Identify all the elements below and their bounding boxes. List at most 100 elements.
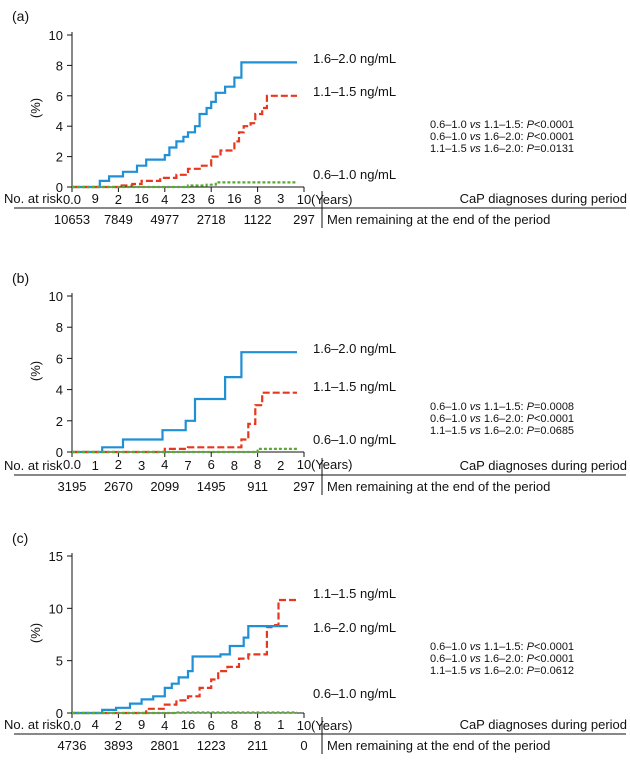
- risk-row2-value: 2670: [104, 479, 133, 494]
- p-value-text: 0.6–1.0 vs 1.1–1.5: P<0.0001: [430, 641, 574, 653]
- risk-row2-value: 3893: [104, 738, 133, 753]
- series-line-2: [72, 94, 297, 189]
- risk-row2-value: 2801: [150, 738, 179, 753]
- risk-row2-value: 10653: [54, 212, 90, 227]
- y-tick-label: 8: [56, 58, 63, 73]
- risk-row2-value: 2099: [150, 479, 179, 494]
- p-value-text: 0.6–1.0 vs 1.6–2.0: P<0.0001: [430, 653, 574, 665]
- risk-row2-value: 3195: [58, 479, 87, 494]
- risk-row1-label: CaP diagnoses during period: [460, 191, 627, 206]
- x-tick-label: 10: [297, 192, 311, 207]
- risk-row2-value: 297: [293, 479, 315, 494]
- y-tick-label: 2: [56, 414, 63, 429]
- risk-row1-value: 1: [92, 458, 99, 473]
- series-label: 1.6–2.0 ng/mL: [313, 341, 396, 356]
- series-line-3: [72, 711, 297, 715]
- p-value-text: 0.6–1.0 vs 1.6–2.0: P<0.0001: [430, 131, 574, 143]
- series-label: 1.1–1.5 ng/mL: [313, 379, 396, 394]
- p-value-text: 0.6–1.0 vs 1.6–2.0: P<0.0001: [430, 413, 574, 425]
- risk-row2-value: 911: [247, 479, 268, 494]
- risk-row1-value: 2: [277, 458, 284, 473]
- y-tick-label: 0: [56, 706, 63, 721]
- risk-row2-label: Men remaining at the end of the period: [327, 479, 550, 494]
- y-tick-label: 6: [56, 351, 63, 366]
- x-tick-label: 0.0: [63, 457, 81, 472]
- series-line-2: [72, 391, 297, 454]
- x-tick-label: 0.0: [63, 718, 81, 733]
- x-tick-label: 4: [161, 718, 168, 733]
- p-value-text: 1.1–1.5 vs 1.6–2.0: P=0.0131: [430, 143, 574, 155]
- y-tick-label: 2: [56, 150, 63, 165]
- risk-row2-value: 1223: [197, 738, 226, 753]
- risk-row1-value: 8: [231, 717, 238, 732]
- x-tick-label: 10: [297, 457, 311, 472]
- p-value-text: 0.6–1.0 vs 1.1–1.5: P<0.0001: [430, 119, 574, 131]
- series-line-3: [72, 447, 297, 454]
- y-tick-label: 8: [56, 320, 63, 335]
- risk-row1-value: 16: [227, 191, 241, 206]
- p-value-text: 0.6–1.0 vs 1.1–1.5: P=0.0008: [430, 401, 574, 413]
- risk-table-header: No. at risk: [4, 191, 63, 206]
- y-tick-label: 6: [56, 89, 63, 104]
- x-tick-label: 8: [254, 192, 261, 207]
- risk-row2-value: 1122: [244, 212, 272, 227]
- x-tick-label: 4: [161, 192, 168, 207]
- risk-row2-value: 2718: [197, 212, 226, 227]
- series-label: 0.6–1.0 ng/mL: [313, 686, 396, 701]
- p-value-text: 1.1–1.5 vs 1.6–2.0: P=0.0612: [430, 665, 574, 677]
- x-tick-label: 8: [254, 718, 261, 733]
- series-label: 1.1–1.5 ng/mL: [313, 84, 396, 99]
- risk-row2-label: Men remaining at the end of the period: [327, 212, 550, 227]
- risk-row1-value: 8: [231, 458, 238, 473]
- x-tick-label: 10: [297, 718, 311, 733]
- risk-row1-value: 23: [181, 191, 195, 206]
- risk-row2-value: 4977: [150, 212, 179, 227]
- series-label: 1.1–1.5 ng/mL: [313, 586, 396, 601]
- x-tick-label: 2: [115, 192, 122, 207]
- series-label: 1.6–2.0 ng/mL: [313, 620, 396, 635]
- x-tick-label: 6: [208, 192, 215, 207]
- risk-row1-value: 3: [277, 191, 284, 206]
- risk-table-header: No. at risk: [4, 458, 63, 473]
- risk-row1-value: 16: [181, 717, 195, 732]
- y-axis-label: (%): [28, 623, 43, 643]
- x-tick-label: 2: [115, 718, 122, 733]
- risk-row1-value: 4: [92, 717, 99, 732]
- y-tick-label: 4: [56, 119, 63, 134]
- x-tick-label: 0.0: [63, 192, 81, 207]
- risk-row1-label: CaP diagnoses during period: [460, 717, 627, 732]
- x-tick-label: 6: [208, 457, 215, 472]
- series-line-3: [72, 181, 297, 189]
- risk-row2-value: 0: [300, 738, 307, 753]
- y-tick-label: 0: [56, 445, 63, 460]
- risk-row1-value: 9: [138, 717, 145, 732]
- risk-row1-value: 9: [92, 191, 99, 206]
- x-tick-label: 6: [208, 718, 215, 733]
- risk-row2-value: 4736: [58, 738, 87, 753]
- y-tick-label: 10: [49, 289, 63, 304]
- panel-label: (a): [12, 8, 29, 24]
- series-line-1: [72, 598, 297, 715]
- risk-row2-label: Men remaining at the end of the period: [327, 738, 550, 753]
- risk-row2-value: 1495: [197, 479, 226, 494]
- series-line-2: [72, 625, 288, 715]
- risk-row2-value: 211: [247, 738, 268, 753]
- risk-row2-value: 297: [293, 212, 315, 227]
- x-axis-label: (Years): [311, 457, 352, 472]
- risk-row1-label: CaP diagnoses during period: [460, 458, 627, 473]
- y-tick-label: 4: [56, 383, 63, 398]
- y-tick-label: 0: [56, 180, 63, 195]
- y-tick-label: 10: [49, 601, 63, 616]
- risk-row1-value: 1: [277, 717, 284, 732]
- risk-table-header: No. at risk: [4, 717, 63, 732]
- x-axis-label: (Years): [311, 718, 352, 733]
- series-label: 1.6–2.0 ng/mL: [313, 51, 396, 66]
- y-axis-label: (%): [28, 361, 43, 381]
- series-line-1: [72, 351, 297, 454]
- series-line-1: [72, 61, 297, 189]
- risk-row1-value: 7: [184, 458, 191, 473]
- y-tick-label: 15: [49, 549, 63, 564]
- x-tick-label: 2: [115, 457, 122, 472]
- risk-row2-value: 7849: [104, 212, 133, 227]
